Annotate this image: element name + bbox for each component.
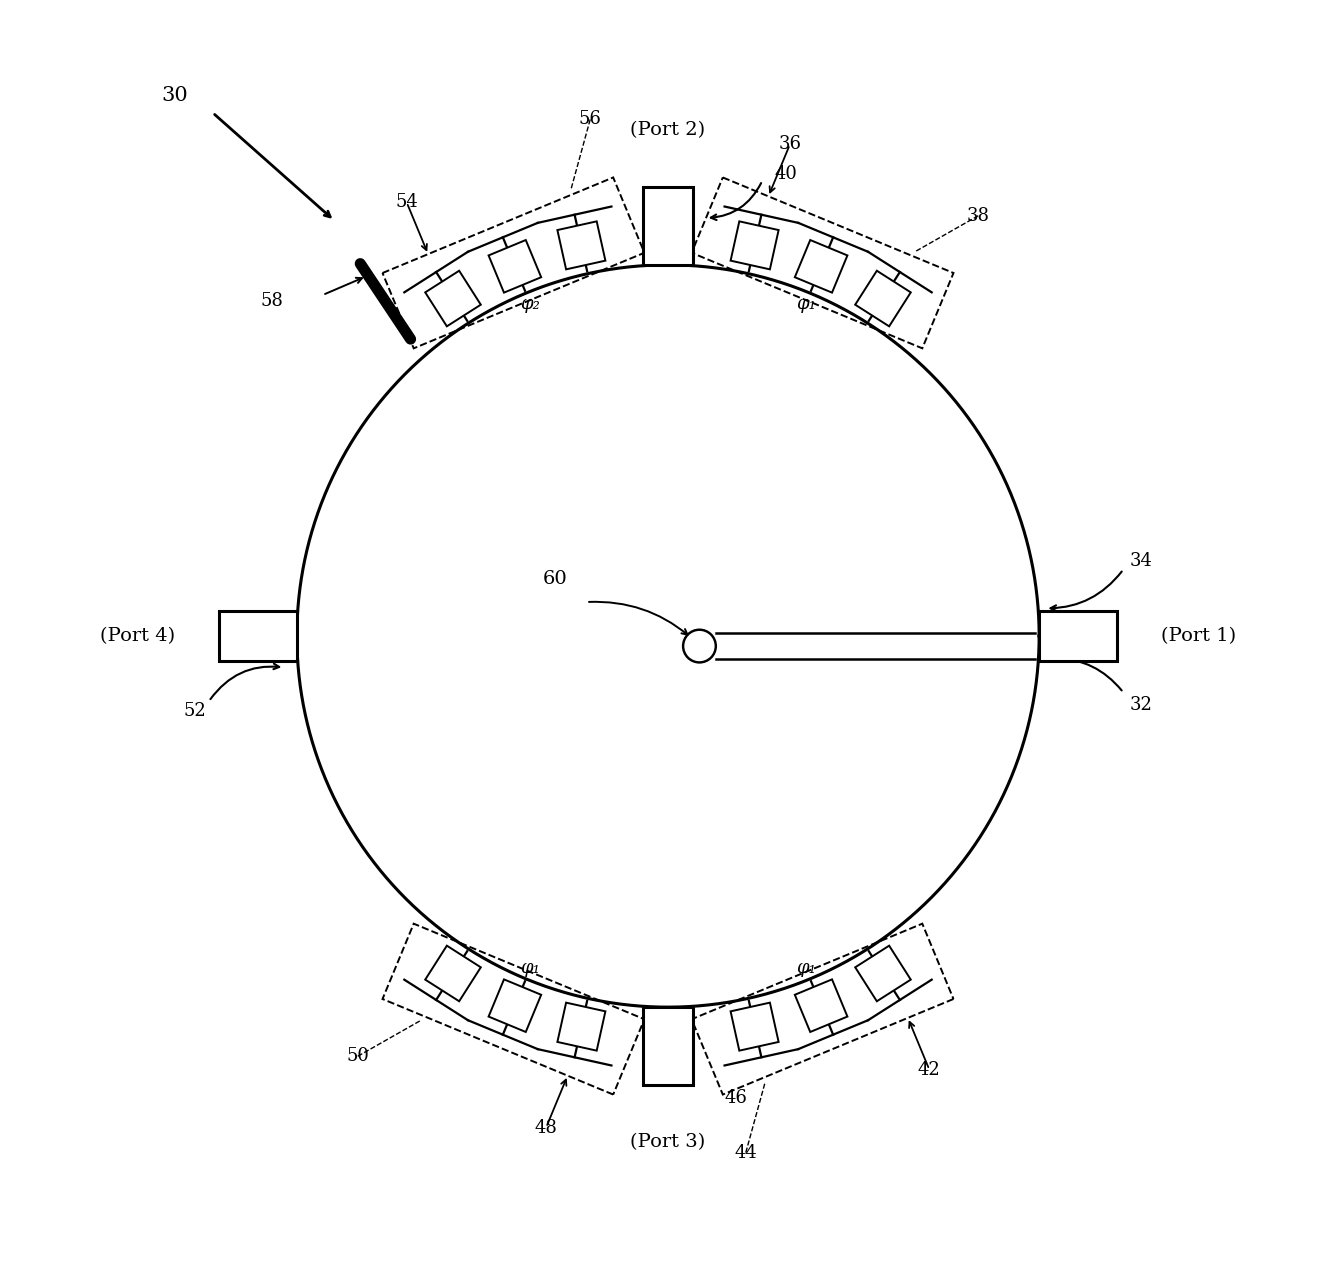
Polygon shape [489, 979, 541, 1032]
Polygon shape [425, 945, 481, 1001]
Text: (Port 3): (Port 3) [631, 1133, 705, 1151]
Polygon shape [643, 187, 693, 265]
Text: 38: 38 [967, 207, 990, 225]
Text: 30: 30 [162, 85, 188, 104]
Text: 60: 60 [542, 570, 568, 589]
Text: 40: 40 [775, 165, 798, 183]
Text: (Port 2): (Port 2) [631, 121, 705, 139]
Text: (Port 4): (Port 4) [100, 627, 175, 645]
Text: φ₁: φ₁ [796, 959, 816, 977]
Polygon shape [1039, 611, 1117, 661]
Polygon shape [855, 271, 911, 327]
Text: 32: 32 [1130, 696, 1153, 714]
Text: 48: 48 [534, 1118, 557, 1136]
Text: 56: 56 [578, 111, 601, 128]
Text: 34: 34 [1130, 552, 1153, 570]
Polygon shape [425, 271, 481, 327]
Text: 52: 52 [183, 702, 206, 720]
Text: 42: 42 [918, 1061, 941, 1079]
Text: 50: 50 [346, 1047, 369, 1065]
Polygon shape [731, 221, 779, 270]
Text: (Port 1): (Port 1) [1161, 627, 1236, 645]
Text: 44: 44 [735, 1144, 758, 1161]
Polygon shape [795, 240, 847, 293]
Text: φ₂: φ₂ [520, 295, 540, 313]
Text: 54: 54 [395, 193, 418, 211]
Text: 36: 36 [779, 136, 802, 154]
Text: φ₁: φ₁ [796, 295, 816, 313]
Polygon shape [731, 1002, 779, 1051]
Polygon shape [557, 221, 605, 270]
Text: 46: 46 [724, 1089, 747, 1107]
Polygon shape [219, 611, 297, 661]
Polygon shape [643, 1007, 693, 1085]
Text: 58: 58 [261, 293, 283, 310]
Polygon shape [557, 1002, 605, 1051]
Polygon shape [855, 945, 911, 1001]
Polygon shape [489, 240, 541, 293]
Text: φ₁: φ₁ [520, 959, 540, 977]
Polygon shape [795, 979, 847, 1032]
